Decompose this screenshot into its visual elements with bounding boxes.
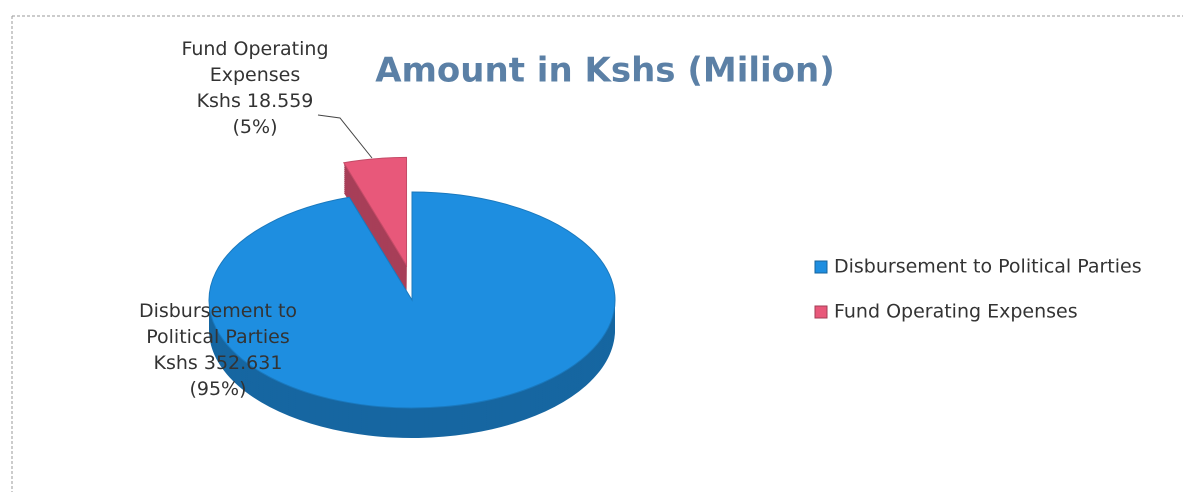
label-percent: (5%) xyxy=(232,116,278,138)
legend-label: Disbursement to Political Parties xyxy=(834,256,1142,278)
data-label: Fund Operating Expenses Kshs 18.559 (5%) xyxy=(170,36,340,140)
label-category: Fund Operating Expenses xyxy=(181,38,329,86)
label-value: Kshs 18.559 xyxy=(196,90,314,112)
label-category: Disbursement to Political Parties xyxy=(138,300,298,348)
label-percent: (95%) xyxy=(189,378,247,400)
chart-title: Amount in Kshs (Milion) xyxy=(375,51,835,91)
slice xyxy=(208,191,616,409)
data-label: Disbursement to Political Parties Kshs 3… xyxy=(118,298,318,402)
legend-label: Fund Operating Expenses xyxy=(834,301,1078,323)
legend-swatch xyxy=(814,305,828,319)
legend-swatch xyxy=(814,260,828,274)
label-value: Kshs 352.631 xyxy=(153,352,283,374)
leader-line xyxy=(317,114,373,159)
slice xyxy=(342,156,408,268)
